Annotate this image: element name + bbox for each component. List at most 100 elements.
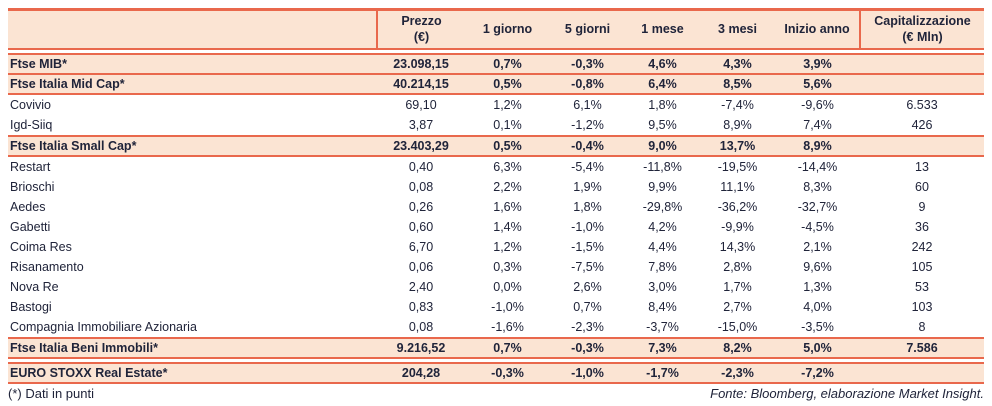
value-cell: 23.098,15 bbox=[377, 53, 465, 76]
footnote: (*) Dati in punti bbox=[8, 386, 94, 402]
table-body: Ftse MIB* 23.098,15 0,7% -0,3% 4,6% 4,3% 3,9% F… bbox=[8, 49, 984, 385]
row-name: Risanamento bbox=[8, 257, 377, 278]
index-table-row: Ftse MIB* 23.098,15 0,7% -0,3% 4,6% 4,3% 3,9% bbox=[8, 53, 984, 76]
value-cell bbox=[860, 73, 984, 96]
value-cell: 9,9% bbox=[625, 177, 700, 198]
stock-table-row: Bastogi 0,83 -1,0% 0,7% 8,4% 2,7% 4,0% 103 bbox=[8, 297, 984, 318]
value-cell: 13 bbox=[860, 156, 984, 178]
value-cell: 3,9% bbox=[775, 53, 860, 76]
value-cell: -1,0% bbox=[465, 297, 550, 318]
spacer-cell bbox=[8, 49, 984, 55]
value-cell: 204,28 bbox=[377, 362, 465, 385]
value-cell: -1,2% bbox=[550, 115, 625, 137]
row-name: Aedes bbox=[8, 197, 377, 218]
value-cell: 3,0% bbox=[625, 277, 700, 298]
value-cell: 6,1% bbox=[550, 94, 625, 116]
value-cell: 23.403,29 bbox=[377, 135, 465, 158]
value-cell: -2,3% bbox=[550, 317, 625, 339]
value-cell: -3,7% bbox=[625, 317, 700, 339]
stock-table-row: Covivio 69,10 1,2% 6,1% 1,8% -7,4% -9,6% 6.533 bbox=[8, 94, 984, 116]
source-note: Fonte: Bloomberg, elaborazione Market In… bbox=[710, 386, 984, 402]
col-header-name bbox=[8, 8, 377, 51]
value-cell: 0,1% bbox=[465, 115, 550, 137]
index-table-row: Ftse Italia Beni Immobili* 9.216,52 0,7% -0… bbox=[8, 337, 984, 360]
value-cell: 6.533 bbox=[860, 94, 984, 116]
spacer-row bbox=[8, 358, 984, 364]
value-cell: -11,8% bbox=[625, 156, 700, 178]
value-cell: 0,0% bbox=[465, 277, 550, 298]
value-cell: 0,08 bbox=[377, 317, 465, 339]
value-cell: 1,2% bbox=[465, 237, 550, 258]
value-cell: -2,3% bbox=[700, 362, 775, 385]
value-cell: 9.216,52 bbox=[377, 337, 465, 360]
value-cell: 0,40 bbox=[377, 156, 465, 178]
value-cell: -9,6% bbox=[775, 94, 860, 116]
stock-table-row: Gabetti 0,60 1,4% -1,0% 4,2% -9,9% -4,5% 36 bbox=[8, 217, 984, 238]
value-cell: 14,3% bbox=[700, 237, 775, 258]
stock-table-row: Compagnia Immobiliare Azionaria 0,08 -1,6%… bbox=[8, 317, 984, 339]
value-cell: -32,7% bbox=[775, 197, 860, 218]
value-cell: 36 bbox=[860, 217, 984, 238]
value-cell: 1,8% bbox=[550, 197, 625, 218]
col-header-prezzo: Prezzo (€) bbox=[376, 8, 465, 51]
value-cell: 1,3% bbox=[775, 277, 860, 298]
value-cell: 8 bbox=[860, 317, 984, 339]
row-name: Coima Res bbox=[8, 237, 377, 258]
stock-table-row: Restart 0,40 6,3% -5,4% -11,8% -19,5% -14,4% 13 bbox=[8, 156, 984, 178]
value-cell bbox=[860, 362, 984, 385]
value-cell: -7,5% bbox=[550, 257, 625, 278]
value-cell bbox=[860, 53, 984, 76]
value-cell: 2,40 bbox=[377, 277, 465, 298]
row-name: Bastogi bbox=[8, 297, 377, 318]
value-cell: 7,3% bbox=[625, 337, 700, 360]
col-header-5-giorni: 5 giorni bbox=[550, 8, 625, 51]
value-cell: 105 bbox=[860, 257, 984, 278]
row-name: Ftse MIB* bbox=[8, 53, 377, 76]
value-cell: 9,6% bbox=[775, 257, 860, 278]
value-cell: 242 bbox=[860, 237, 984, 258]
value-cell: -14,4% bbox=[775, 156, 860, 178]
value-cell: 7,8% bbox=[625, 257, 700, 278]
row-name: Compagnia Immobiliare Azionaria bbox=[8, 317, 377, 339]
value-cell: -1,7% bbox=[625, 362, 700, 385]
header-row: Prezzo (€) 1 giorno 5 giorni 1 mese 3 mes… bbox=[8, 8, 984, 51]
value-cell: 8,2% bbox=[700, 337, 775, 360]
real-estate-market-table: Prezzo (€) 1 giorno 5 giorni 1 mese 3 mes… bbox=[8, 8, 984, 385]
value-cell: -1,6% bbox=[465, 317, 550, 339]
value-cell: 0,7% bbox=[465, 53, 550, 76]
index-table-row: Ftse Italia Mid Cap* 40.214,15 0,5% -0,8% 6,… bbox=[8, 73, 984, 96]
spacer-row bbox=[8, 49, 984, 55]
value-cell: 4,6% bbox=[625, 53, 700, 76]
row-name: Restart bbox=[8, 156, 377, 178]
value-cell: -0,3% bbox=[550, 337, 625, 360]
col-header-1-mese: 1 mese bbox=[625, 8, 700, 51]
value-cell: 1,6% bbox=[465, 197, 550, 218]
value-cell: 0,83 bbox=[377, 297, 465, 318]
value-cell: -9,9% bbox=[700, 217, 775, 238]
value-cell: -0,3% bbox=[465, 362, 550, 385]
stock-table-row: Aedes 0,26 1,6% 1,8% -29,8% -36,2% -32,7% 9 bbox=[8, 197, 984, 218]
row-name: Ftse Italia Mid Cap* bbox=[8, 73, 377, 96]
value-cell: 0,7% bbox=[550, 297, 625, 318]
row-name: Brioschi bbox=[8, 177, 377, 198]
value-cell: 2,6% bbox=[550, 277, 625, 298]
value-cell: 6,70 bbox=[377, 237, 465, 258]
stock-table-row: Brioschi 0,08 2,2% 1,9% 9,9% 11,1% 8,3% 60 bbox=[8, 177, 984, 198]
value-cell: 1,4% bbox=[465, 217, 550, 238]
value-cell: -0,8% bbox=[550, 73, 625, 96]
col-header-1-giorno: 1 giorno bbox=[465, 8, 550, 51]
value-cell: -4,5% bbox=[775, 217, 860, 238]
value-cell: 9,5% bbox=[625, 115, 700, 137]
value-cell: -1,5% bbox=[550, 237, 625, 258]
value-cell: 8,9% bbox=[775, 135, 860, 158]
value-cell: -1,0% bbox=[550, 217, 625, 238]
index-table-row: Ftse Italia Small Cap* 23.403,29 0,5% -0,4%… bbox=[8, 135, 984, 158]
value-cell: 8,4% bbox=[625, 297, 700, 318]
value-cell: -19,5% bbox=[700, 156, 775, 178]
value-cell: 0,7% bbox=[465, 337, 550, 360]
value-cell bbox=[860, 135, 984, 158]
value-cell: 7,4% bbox=[775, 115, 860, 137]
value-cell: 69,10 bbox=[377, 94, 465, 116]
row-name: Gabetti bbox=[8, 217, 377, 238]
value-cell: 8,3% bbox=[775, 177, 860, 198]
